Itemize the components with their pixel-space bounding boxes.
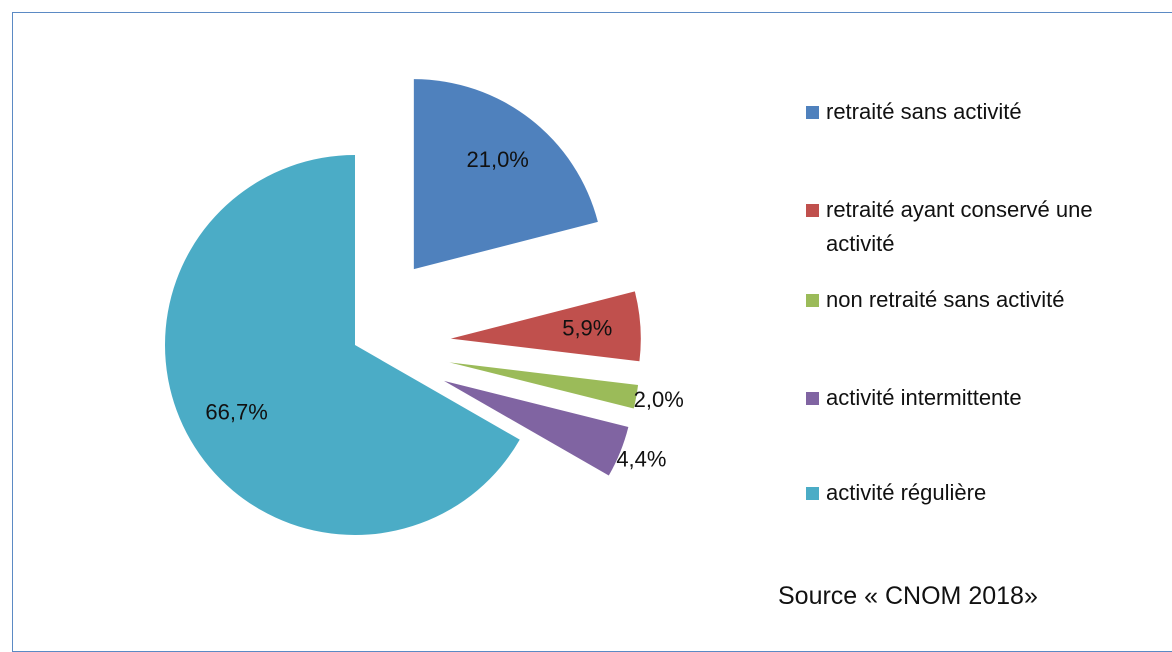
legend-item: retraité sans activité [806, 95, 1136, 129]
legend-label: activité intermittente [826, 385, 1022, 410]
pie-slice [413, 79, 598, 270]
legend-item: activité intermittente [806, 381, 1136, 415]
legend-swatch [806, 204, 819, 217]
pie-slice [444, 380, 629, 476]
pie-slice [450, 291, 641, 362]
legend-item: retraité ayant conservé une activité [806, 193, 1136, 261]
legend-swatch [806, 392, 819, 405]
legend-swatch [806, 487, 819, 500]
legend-swatch [806, 106, 819, 119]
legend-label: activité régulière [826, 480, 987, 505]
legend-swatch [806, 294, 819, 307]
source-note: Source « CNOM 2018» [778, 582, 1038, 610]
legend-label: retraité sans activité [826, 99, 1022, 124]
legend-label: retraité ayant conservé une activité [826, 197, 1093, 256]
pie-slice [165, 155, 520, 535]
slice-label: 5,9% [562, 315, 612, 340]
legend-item: non retraité sans activité [806, 283, 1136, 317]
legend-label: non retraité sans activité [826, 287, 1065, 312]
slice-label: 21,0% [466, 147, 528, 172]
pie-chart: 21,0% 5,9% 2,0% 4,4% 66,7% [165, 79, 684, 535]
legend-item: activité régulière [806, 476, 1136, 510]
slice-label: 4,4% [616, 446, 666, 471]
slice-label: 2,0% [634, 387, 684, 412]
pie-slice [449, 362, 639, 409]
page: 21,0% 5,9% 2,0% 4,4% 66,7% retraité sans act… [12, 12, 1172, 652]
slice-label: 66,7% [205, 399, 267, 424]
